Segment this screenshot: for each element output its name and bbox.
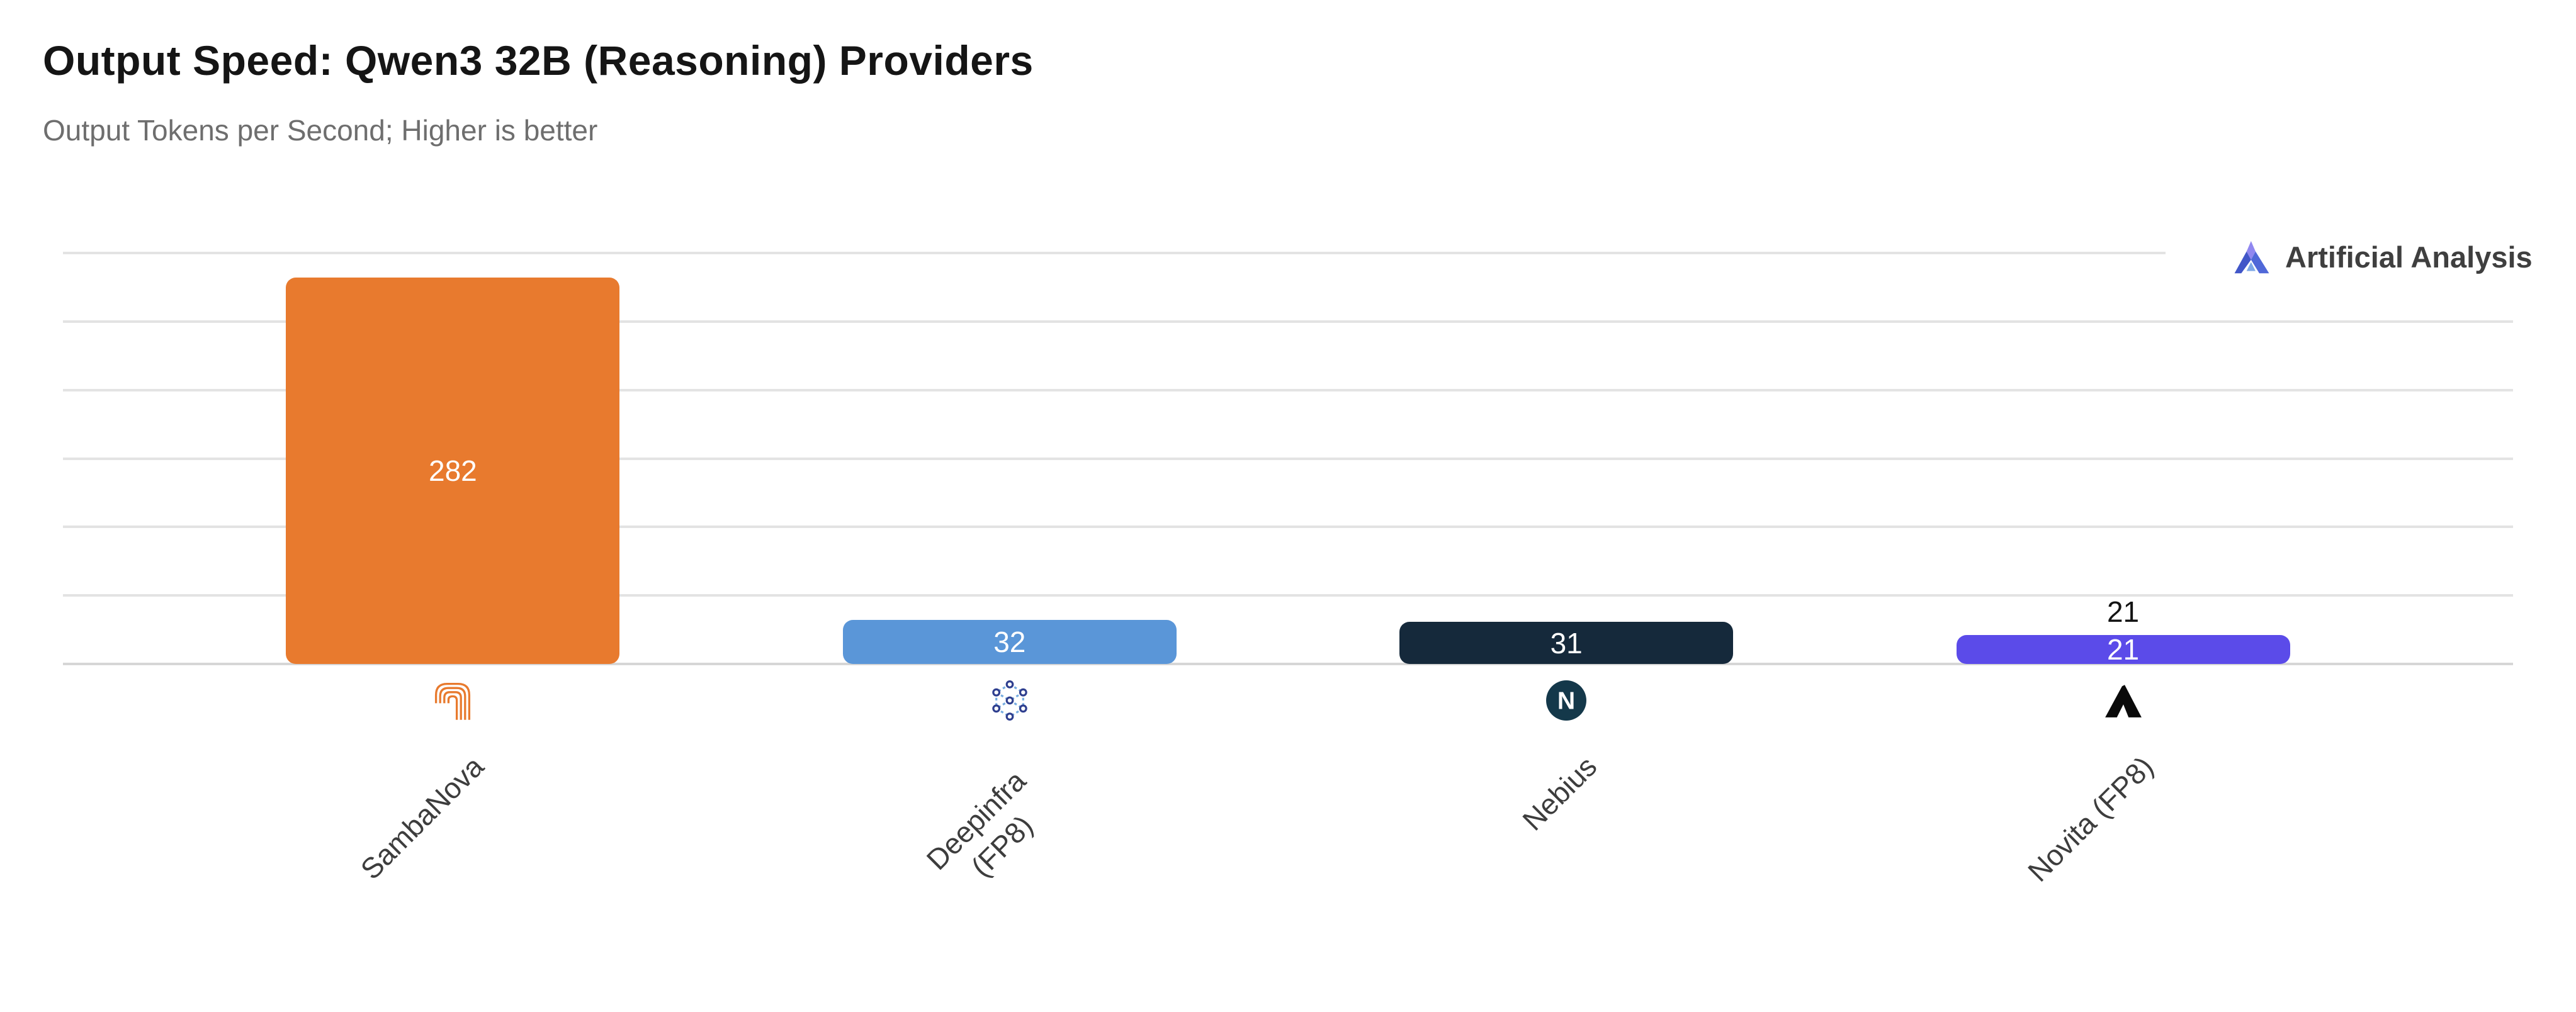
bar-slot-nebius: 31 (1399, 253, 1734, 664)
gridline (63, 526, 2513, 529)
x-axis-label-nebius: Nebius (1516, 750, 1603, 837)
nebius-icon: N (1546, 680, 1587, 721)
bar-value-label: 31 (1550, 626, 1583, 660)
gridline (63, 663, 2513, 665)
x-axis-label-deepinfra: Deepinfra (FP8) (920, 764, 1039, 883)
bar-slot-sambanova: 282 (286, 253, 620, 664)
gridline (63, 594, 2513, 597)
svg-text:N: N (1557, 687, 1575, 714)
bar-outside-value-label: 21 (2106, 595, 2140, 628)
deepinfra-icon (992, 680, 1027, 721)
bars-layer: 282 32 31 21 21 (63, 253, 2513, 664)
plot-area: 282 32 31 21 21 (63, 252, 2513, 665)
bar-nebius[interactable]: 31 (1399, 622, 1734, 664)
sambanova-icon (435, 682, 471, 720)
x-axis-label-sambanova: SambaNova (354, 750, 490, 886)
gridline (63, 388, 2513, 391)
chart-title: Output Speed: Qwen3 32B (Reasoning) Prov… (43, 37, 1034, 84)
bar-value-label: 282 (429, 454, 477, 487)
brand-name: Artificial Analysis (2285, 240, 2533, 274)
gridline (63, 457, 2513, 460)
bar-novita[interactable]: 21 (1956, 633, 2290, 666)
gridlines (63, 252, 2513, 665)
brand-watermark: Artificial Analysis (2166, 228, 2576, 286)
artificial-analysis-logo-icon (2234, 240, 2269, 274)
bar-sambanova[interactable]: 282 (286, 278, 620, 664)
gridline (63, 320, 2513, 323)
bar-slot-novita: 21 21 (1956, 253, 2290, 666)
bar-slot-deepinfra: 32 (842, 253, 1177, 664)
bar-value-label: 32 (993, 626, 1026, 658)
x-axis-icons: N (63, 680, 2513, 721)
bar-value-label: 21 (2106, 633, 2140, 666)
bar-deepinfra[interactable]: 32 (842, 620, 1177, 664)
novita-icon (2104, 685, 2142, 717)
chart-subtitle: Output Tokens per Second; Higher is bett… (43, 114, 598, 147)
x-axis-label-novita: Novita (FP8) (2021, 750, 2160, 888)
gridline (63, 252, 2166, 254)
